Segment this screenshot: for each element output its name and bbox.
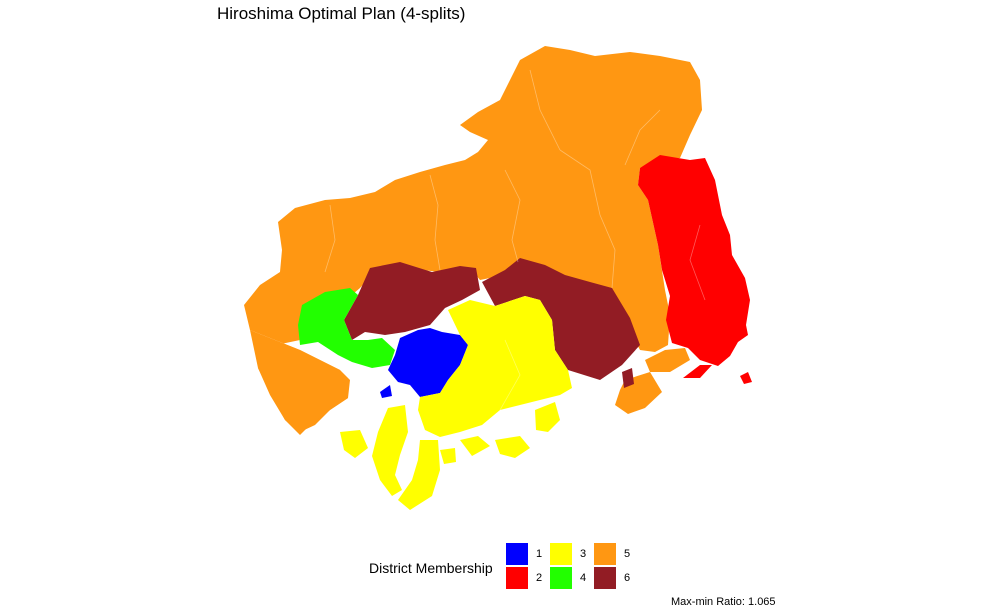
district-6-region xyxy=(482,258,640,380)
district-3-island xyxy=(460,436,490,456)
district-3-island xyxy=(340,430,368,458)
legend-label-6: 6 xyxy=(624,572,631,584)
district-5-region xyxy=(244,46,702,432)
district-6-region xyxy=(344,262,480,340)
legend-swatch-5 xyxy=(594,543,616,565)
legend-label-3: 3 xyxy=(580,548,587,560)
legend-swatch-1 xyxy=(506,543,528,565)
legend-title: District Membership xyxy=(369,560,493,576)
district-1-island xyxy=(380,385,392,398)
district-5-island xyxy=(615,372,662,414)
legend-swatch-2 xyxy=(506,567,528,589)
district-2-island xyxy=(740,372,752,384)
legend-label-1: 1 xyxy=(536,548,543,560)
legend-swatch-3 xyxy=(550,543,572,565)
legend-swatch-4 xyxy=(550,567,572,589)
legend-label-5: 5 xyxy=(624,548,631,560)
district-3-island xyxy=(495,436,530,458)
district-5-island xyxy=(645,348,690,372)
district-2-region xyxy=(638,155,750,366)
district-3-island xyxy=(372,405,408,496)
district-1-region xyxy=(388,328,468,397)
max-min-ratio: Max-min Ratio: 1.065 xyxy=(671,596,776,608)
map-title: Hiroshima Optimal Plan (4-splits) xyxy=(217,4,466,23)
district-3-region xyxy=(418,296,572,437)
district-6-island xyxy=(622,368,634,388)
district-4-region xyxy=(298,288,395,368)
municipal-borders xyxy=(324,69,706,411)
district-3-island xyxy=(535,402,560,432)
district-5-coast xyxy=(250,330,348,435)
district-3-island xyxy=(440,448,456,464)
legend-label-2: 2 xyxy=(536,572,543,584)
legend-swatch-6 xyxy=(594,567,616,589)
legend-label-4: 4 xyxy=(580,572,587,584)
district-2-island xyxy=(683,365,712,378)
district-3-island xyxy=(398,440,440,510)
